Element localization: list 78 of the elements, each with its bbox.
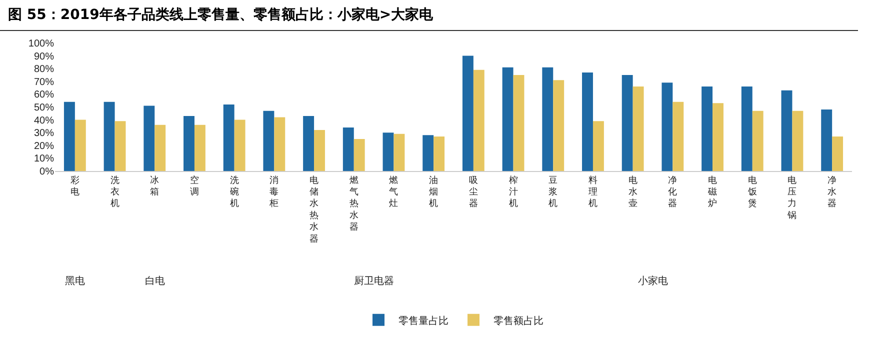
bar (712, 103, 724, 171)
bar (821, 110, 832, 171)
x-tick-label: 榨汁机 (508, 174, 518, 210)
bar (632, 86, 644, 171)
bar (114, 121, 126, 171)
x-tick-label: 净水器 (828, 174, 837, 210)
bar (672, 102, 684, 171)
x-tick-label: 吸尘器 (468, 174, 478, 210)
bar (592, 121, 604, 171)
bar (462, 56, 474, 171)
x-tick-label: 净化器 (668, 174, 678, 210)
y-tick-label: 80% (34, 64, 54, 76)
bar (553, 80, 564, 171)
x-tick-label: 电储水热水器 (310, 174, 319, 244)
bar (303, 116, 314, 171)
chart-title: 图 55：2019年各子品类线上零售量、零售额占比：小家电>大家电 (0, 0, 858, 31)
bar (792, 110, 804, 171)
bar (741, 86, 752, 171)
y-tick-label: 60% (34, 90, 54, 101)
x-tick-label: 燃气灶 (389, 174, 398, 210)
bar (104, 102, 115, 171)
bar (263, 110, 274, 171)
bar (314, 130, 325, 171)
x-tick-label: 电压力锅 (786, 174, 797, 221)
y-tick-label: 90% (34, 51, 54, 62)
x-tick-label: 电饭煲 (746, 174, 757, 210)
y-tick-label: 0% (40, 166, 54, 178)
legend-label: 零售量占比 (398, 314, 448, 327)
text: 厨卫电器 (354, 275, 394, 287)
bar (832, 136, 844, 171)
bar (622, 75, 633, 171)
bar (74, 120, 86, 171)
bar (342, 127, 354, 171)
x-tick-label: 空调 (190, 174, 199, 198)
bar (64, 102, 75, 171)
bar (274, 117, 286, 171)
bar (422, 135, 434, 171)
x-tick-label: 彩电 (70, 174, 80, 198)
bar (394, 134, 405, 171)
bar (513, 75, 524, 171)
y-tick-label: 10% (34, 154, 54, 165)
bar (781, 90, 792, 171)
bar (184, 116, 194, 171)
x-tick-label: 消毒柜 (268, 174, 279, 210)
bar (234, 120, 246, 171)
bar (154, 124, 166, 171)
bar (144, 106, 155, 171)
bar (582, 72, 593, 171)
x-tick-label: 冰箱 (150, 174, 160, 198)
bar (434, 136, 445, 171)
legend-label: 零售额占比 (494, 314, 544, 327)
bar (702, 86, 713, 171)
y-tick-label: 70% (34, 76, 54, 88)
bar (382, 132, 394, 171)
y-tick-label: 40% (34, 115, 54, 126)
x-tick-label: 洗碗机 (230, 174, 239, 210)
y-tick-label: 50% (34, 102, 54, 114)
bar (223, 104, 234, 171)
x-tick-label: 燃气热水器 (349, 174, 358, 233)
x-tick-label: 洗衣机 (110, 174, 120, 210)
bar (473, 70, 484, 171)
x-tick-label: 料理机 (588, 174, 598, 210)
bar (194, 124, 206, 171)
bar (354, 139, 365, 171)
x-tick-label: 油烟机 (429, 174, 438, 210)
bar (502, 67, 514, 171)
x-tick-label: 豆浆机 (548, 174, 558, 210)
text: 白电 (145, 275, 165, 287)
bar (752, 110, 764, 171)
text: 小家电 (638, 275, 668, 287)
y-tick-label: 100% (28, 38, 54, 50)
x-tick-label: 电水壶 (628, 174, 638, 210)
y-tick-label: 20% (34, 140, 54, 152)
bar (662, 82, 673, 171)
y-tick-label: 30% (34, 128, 54, 140)
x-tick-label: 电磁炉 (707, 174, 718, 210)
bar (542, 67, 554, 171)
text: 黑电 (65, 275, 85, 287)
